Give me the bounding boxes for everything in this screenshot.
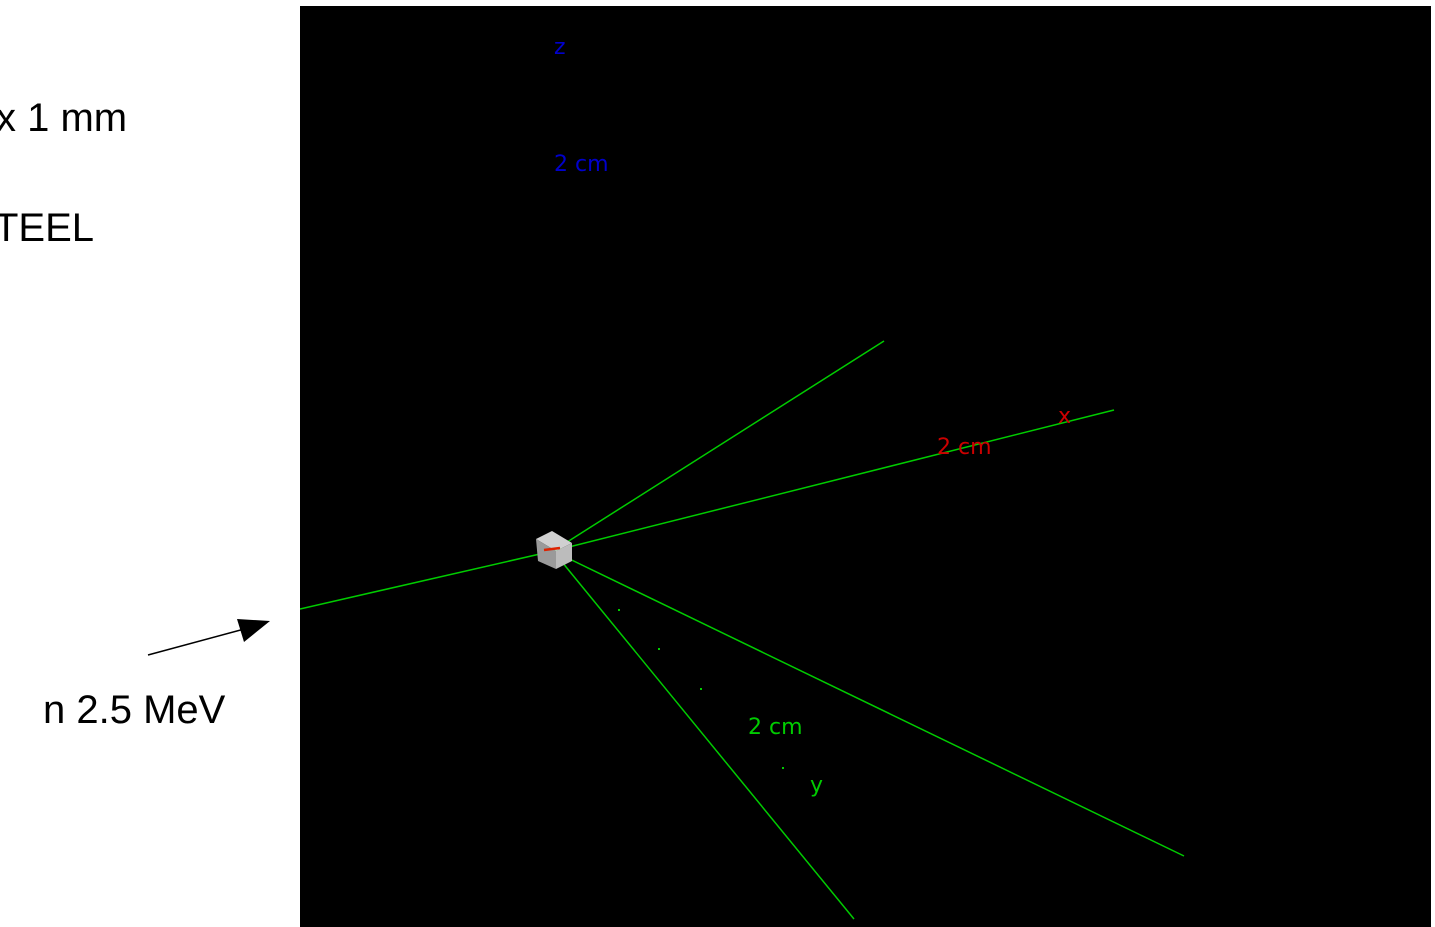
target-cube-top — [536, 531, 572, 551]
outgoing-track-lower — [552, 550, 855, 920]
incoming-neutron-track — [300, 550, 554, 610]
target-cube — [536, 531, 572, 569]
y-axis-dot — [618, 609, 620, 611]
y-axis-scale: 2 cm — [748, 715, 803, 740]
y-axis-dotted-line — [618, 609, 784, 769]
z-axis-name: z — [554, 35, 566, 60]
outgoing-track-upper — [552, 340, 885, 552]
beam-arrow-shaft — [147, 627, 249, 656]
event-display-viewer[interactable]: z 2 cm x 2 cm 2 cm y — [300, 6, 1431, 927]
x-axis-line — [552, 409, 1115, 552]
target-interaction-mark — [543, 546, 561, 552]
target-material-label: TEEL — [0, 206, 95, 250]
y-axis-dot — [782, 767, 784, 769]
target-dimensions-label: x 1 mm — [0, 96, 128, 140]
event-display-canvas: z 2 cm x 2 cm 2 cm y — [300, 35, 1185, 920]
x-axis-scale: 2 cm — [937, 435, 992, 460]
beam-arrow-head — [237, 619, 270, 642]
outgoing-track-lower-right — [552, 550, 1185, 857]
y-axis-dot — [658, 648, 660, 650]
y-axis-name: y — [810, 773, 823, 798]
beam-energy-label: n 2.5 MeV — [43, 688, 226, 732]
target-cube-left — [536, 539, 556, 569]
x-axis-name: x — [1058, 404, 1071, 429]
target-cube-right — [556, 543, 572, 569]
z-axis-scale: 2 cm — [554, 152, 609, 177]
y-axis-dot — [700, 688, 702, 690]
